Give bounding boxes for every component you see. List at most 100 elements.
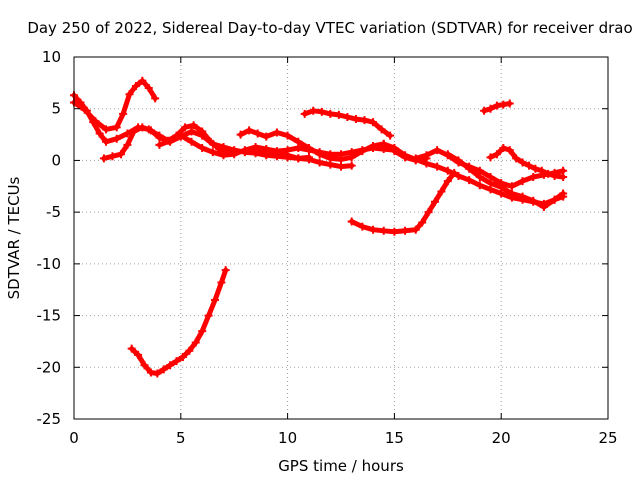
data-point xyxy=(539,202,548,211)
x-tick-label: 15 xyxy=(385,429,404,447)
data-point xyxy=(559,172,568,181)
data-point xyxy=(507,189,516,198)
data-point xyxy=(433,162,442,171)
data-point xyxy=(262,132,271,141)
data-point xyxy=(198,127,207,136)
data-point xyxy=(283,131,292,140)
y-tick-label: 0 xyxy=(51,151,61,169)
data-point xyxy=(151,94,160,103)
series-track-11 xyxy=(480,99,514,115)
data-point xyxy=(304,153,313,162)
data-point xyxy=(112,134,121,143)
data-point xyxy=(418,218,427,227)
data-point xyxy=(138,123,147,132)
data-point xyxy=(401,151,410,160)
data-point xyxy=(294,137,303,146)
data-point xyxy=(337,162,345,171)
data-point xyxy=(253,129,262,138)
series-track-7 xyxy=(347,168,459,236)
data-point xyxy=(181,123,190,132)
data-point xyxy=(465,176,474,185)
data-point xyxy=(422,159,431,168)
data-point xyxy=(337,155,345,164)
data-point xyxy=(537,166,546,175)
grid-layer xyxy=(74,57,608,419)
series-track-2 xyxy=(70,76,160,134)
data-point xyxy=(159,365,168,374)
data-point xyxy=(424,208,433,217)
data-point xyxy=(443,150,452,159)
data-point xyxy=(358,147,367,156)
data-point xyxy=(138,76,147,85)
data-point xyxy=(379,139,388,148)
data-point xyxy=(377,125,386,134)
data-point xyxy=(559,189,568,198)
data-point xyxy=(116,150,125,159)
data-point xyxy=(390,227,399,236)
data-point xyxy=(198,144,207,153)
x-tick-label: 25 xyxy=(598,429,617,447)
series-track-12 xyxy=(486,144,568,181)
data-point xyxy=(454,171,463,180)
data-point xyxy=(465,164,474,173)
data-point xyxy=(475,172,484,181)
data-point xyxy=(91,117,100,126)
data-point xyxy=(240,146,249,155)
data-point xyxy=(360,116,369,125)
data-point xyxy=(187,137,196,146)
data-point xyxy=(155,133,164,142)
series-track-13 xyxy=(127,266,230,378)
data-point xyxy=(283,146,292,155)
data-point xyxy=(505,146,514,155)
data-point xyxy=(125,90,134,99)
data-point xyxy=(251,142,260,151)
data-point xyxy=(326,109,335,118)
data-point xyxy=(369,225,378,234)
data-point xyxy=(140,361,149,370)
data-point xyxy=(210,296,219,305)
data-point xyxy=(529,196,538,205)
data-point xyxy=(119,109,128,118)
data-point xyxy=(155,140,164,149)
data-point xyxy=(505,99,514,108)
data-point xyxy=(315,158,324,167)
data-point xyxy=(529,172,538,181)
data-point xyxy=(272,147,281,156)
data-point xyxy=(524,161,533,170)
data-point xyxy=(443,177,452,186)
data-point xyxy=(351,115,360,124)
data-point xyxy=(369,141,378,150)
data-point xyxy=(422,151,431,160)
data-point xyxy=(127,344,136,353)
data-point xyxy=(550,195,559,204)
data-point xyxy=(102,137,111,146)
x-tick-label: 5 xyxy=(176,429,186,447)
data-point xyxy=(507,182,516,191)
data-point xyxy=(236,130,245,139)
data-point xyxy=(486,153,495,162)
data-point xyxy=(518,158,527,167)
x-tick-label: 0 xyxy=(69,429,79,447)
data-point xyxy=(134,350,143,359)
data-point xyxy=(198,327,207,336)
data-point xyxy=(550,171,559,180)
data-point xyxy=(185,346,194,355)
data-point xyxy=(343,112,352,121)
data-point xyxy=(230,150,239,159)
data-point xyxy=(347,217,356,226)
data-point xyxy=(379,226,388,235)
series-layer xyxy=(70,76,568,378)
data-point xyxy=(176,131,185,140)
data-point xyxy=(512,154,521,163)
data-point xyxy=(437,187,446,196)
y-tick-label: -20 xyxy=(37,358,62,376)
data-point xyxy=(486,104,495,113)
data-point xyxy=(172,357,181,366)
data-point xyxy=(166,136,175,145)
data-point xyxy=(206,137,215,146)
y-tick-label: 10 xyxy=(42,48,61,66)
data-point xyxy=(326,154,335,163)
data-point xyxy=(386,131,395,140)
data-point xyxy=(317,107,326,116)
